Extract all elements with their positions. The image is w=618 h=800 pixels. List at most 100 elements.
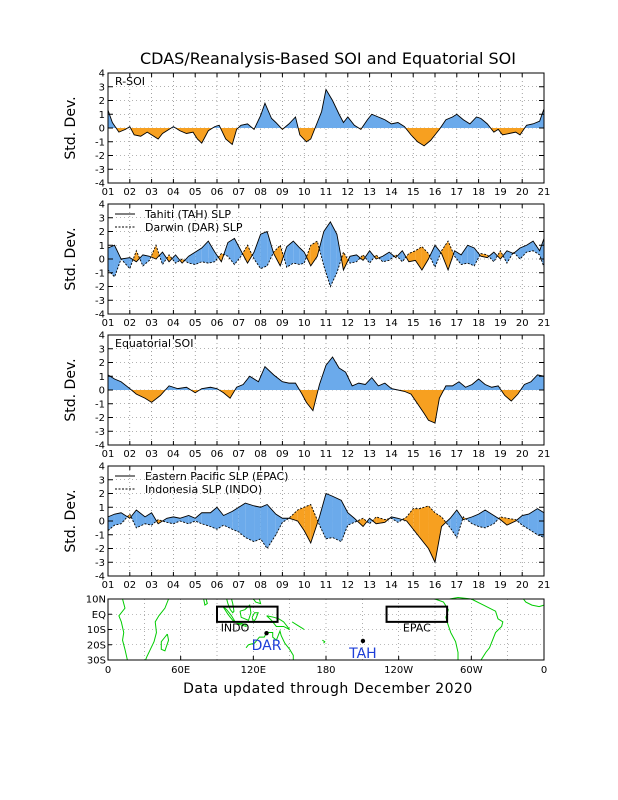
y-tick-label: 1 [99, 110, 105, 121]
x-tick-label: 02 [123, 318, 136, 329]
diff-fill [428, 505, 435, 563]
diff-fill [376, 516, 385, 524]
x-tick-label: 13 [363, 318, 376, 329]
diff-fill [223, 511, 233, 530]
y-tick-label: -2 [95, 413, 105, 424]
diff-fill [500, 250, 504, 259]
series-line-solid [107, 492, 545, 564]
diff-fill [474, 248, 480, 266]
x-tick-label: 01 [102, 449, 115, 460]
diff-fill [326, 493, 333, 539]
coastline [291, 621, 305, 630]
diff-fill [539, 238, 544, 268]
grid [108, 204, 544, 314]
diff-fill [273, 245, 281, 266]
x-tick-label: 17 [450, 318, 463, 329]
diff-fill [341, 500, 348, 542]
x-tick-label: 07 [232, 318, 245, 329]
diff-fill [310, 241, 318, 266]
x-tick-label: 18 [472, 318, 485, 329]
diff-fill [488, 252, 494, 262]
region-label-indo: INDO [221, 622, 250, 635]
diff-fill [162, 252, 167, 265]
diff-fill [245, 503, 255, 542]
y-tick-label: 4 [99, 462, 105, 473]
x-tick-label: 04 [167, 187, 180, 198]
diff-fill [254, 505, 261, 542]
map-x-tick-label: 180 [316, 665, 335, 676]
y-tick-label: 0 [99, 255, 105, 266]
x-tick-label: 09 [276, 449, 289, 460]
x-tick-label: 21 [538, 580, 551, 591]
diff-fill [413, 508, 420, 538]
y-axis-label: Std. Dev. [63, 227, 79, 290]
map-x-tick-label: 60E [171, 665, 190, 676]
y-tick-label: -1 [95, 137, 105, 148]
x-tick-label: 03 [145, 580, 158, 591]
diff-fill [188, 515, 196, 524]
x-tick-label: 15 [407, 318, 420, 329]
diff-fill [520, 245, 527, 259]
x-tick-label: 16 [429, 187, 442, 198]
x-tick-label: 16 [429, 318, 442, 329]
map-x-tick-label: 120E [241, 665, 266, 676]
x-tick-label: 20 [516, 187, 529, 198]
diff-fill [408, 250, 416, 262]
diff-fill [247, 245, 253, 264]
y-tick-label: -1 [95, 530, 105, 541]
x-tick-label: 02 [123, 187, 136, 198]
y-tick-label: -2 [95, 544, 105, 555]
diff-fill [127, 514, 130, 519]
map-x-tick-label: 0 [105, 665, 111, 676]
diff-fill [528, 508, 538, 535]
diff-fill [260, 231, 268, 269]
legend-entry: Eastern Pacific SLP (EPAC) [145, 470, 288, 483]
diff-fill [445, 518, 451, 528]
diff-fill [389, 252, 395, 261]
series-group [107, 88, 545, 147]
y-tick-label: -4 [95, 572, 105, 583]
diff-fill [503, 250, 507, 264]
y-axis-label: Std. Dev. [63, 96, 79, 159]
x-tick-label: 20 [516, 449, 529, 460]
diff-fill [297, 507, 305, 531]
x-tick-label: 16 [429, 449, 442, 460]
coastline [322, 639, 326, 644]
diff-fill [319, 231, 324, 266]
x-tick-label: 19 [494, 449, 507, 460]
diff-fill [332, 496, 342, 542]
y-tick-label: -3 [95, 296, 105, 307]
y-tick-label: 1 [99, 503, 105, 514]
y-tick-label: -3 [95, 165, 105, 176]
diff-fill [238, 503, 246, 538]
x-tick-label: 05 [189, 187, 202, 198]
x-tick-label: 09 [276, 580, 289, 591]
positive-fill [108, 357, 544, 390]
y-axis-label: Std. Dev. [63, 489, 79, 552]
diff-fill [299, 248, 305, 265]
coastline [118, 598, 128, 661]
diff-fill [169, 254, 173, 262]
y-tick-label: 4 [99, 69, 105, 80]
x-tick-label: 09 [276, 318, 289, 329]
x-tick-label: 04 [167, 318, 180, 329]
y-tick-label: -2 [95, 151, 105, 162]
coastline [239, 604, 252, 622]
region-box-indo [216, 605, 279, 623]
x-tick-label: 15 [407, 580, 420, 591]
diff-fill [142, 254, 150, 266]
x-tick-label: 13 [363, 580, 376, 591]
x-tick-label: 14 [385, 580, 398, 591]
diff-fill [402, 250, 407, 262]
diff-fill [121, 257, 130, 269]
diff-fill [172, 254, 176, 264]
diff-fill [208, 241, 215, 264]
x-tick-label: 20 [516, 580, 529, 591]
x-tick-label: 15 [407, 449, 420, 460]
x-tick-label: 01 [102, 187, 115, 198]
x-tick-label: 11 [320, 580, 333, 591]
diff-fill [478, 510, 486, 528]
diff-fill [429, 245, 435, 268]
